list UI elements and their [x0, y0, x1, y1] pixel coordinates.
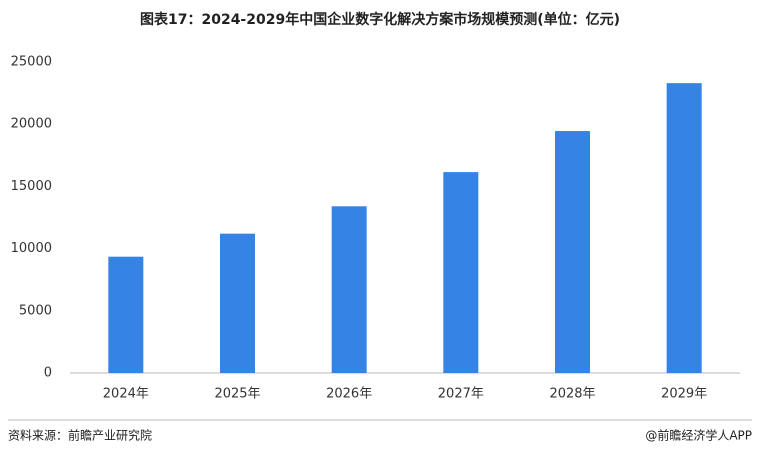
x-tick-label: 2025年 — [214, 387, 260, 402]
y-tick-label: 20000 — [11, 117, 52, 132]
bar — [666, 83, 702, 373]
y-tick-label: 25000 — [11, 55, 52, 70]
x-tick-label: 2028年 — [549, 387, 595, 402]
bar — [220, 233, 255, 373]
x-tick-label: 2026年 — [326, 387, 372, 402]
bar — [331, 206, 367, 373]
x-tick-label: 2024年 — [103, 387, 149, 402]
bar — [555, 131, 590, 373]
x-tick-label: 2027年 — [438, 387, 484, 402]
y-tick-label: 10000 — [11, 241, 52, 256]
bar — [108, 256, 144, 373]
credit: @前瞻经济学人APP — [645, 428, 752, 443]
y-tick-label: 15000 — [11, 179, 52, 194]
y-tick-label: 5000 — [19, 303, 52, 318]
y-tick-label: 0 — [44, 366, 52, 381]
source-note: 资料来源：前瞻产业研究院 — [8, 428, 152, 443]
chart-title: 图表17：2024-2029年中国企业数字化解决方案市场规模预测(单位：亿元) — [140, 11, 620, 28]
x-tick-label: 2029年 — [661, 387, 707, 402]
bar — [443, 172, 479, 373]
